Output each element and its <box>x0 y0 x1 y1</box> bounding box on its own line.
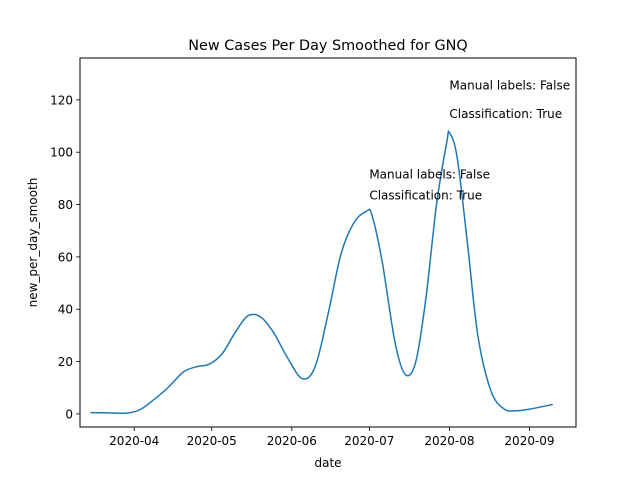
y-tick-label: 120 <box>50 93 73 107</box>
chart-title: New Cases Per Day Smoothed for GNQ <box>188 38 467 54</box>
y-tick-label: 80 <box>58 198 73 212</box>
y-axis-label: new_per_day_smooth <box>26 178 40 308</box>
y-tick-label: 40 <box>58 303 73 317</box>
x-tick-label: 2020-04 <box>109 434 159 448</box>
series-line-0 <box>90 130 553 415</box>
x-tick-label: 2020-05 <box>187 434 237 448</box>
annotation-text: Classification: True <box>449 107 562 121</box>
annotations: Manual labels: False Classification: True… <box>369 78 570 202</box>
plot-frame <box>79 57 577 428</box>
y-tick-label: 0 <box>65 407 73 421</box>
y-tick-label: 20 <box>58 355 73 369</box>
x-axis: 2020-04 2020-05 2020-06 2020-07 2020-08 2020-… <box>109 427 555 448</box>
y-tick-label: 60 <box>58 250 73 264</box>
y-axis: 0 20 40 60 80 100 120 <box>50 93 80 421</box>
x-tick-label: 2020-06 <box>267 434 317 448</box>
x-tick-label: 2020-07 <box>344 434 394 448</box>
annotation-text: Manual labels: False <box>449 78 570 92</box>
x-tick-label: 2020-08 <box>424 434 474 448</box>
plot-area <box>90 130 553 415</box>
x-tick-label: 2020-09 <box>504 434 554 448</box>
annotation-text: Classification: True <box>369 188 482 202</box>
x-axis-label: date <box>314 456 341 470</box>
annotation-text: Manual labels: False <box>369 167 490 181</box>
y-tick-label: 100 <box>50 146 73 160</box>
